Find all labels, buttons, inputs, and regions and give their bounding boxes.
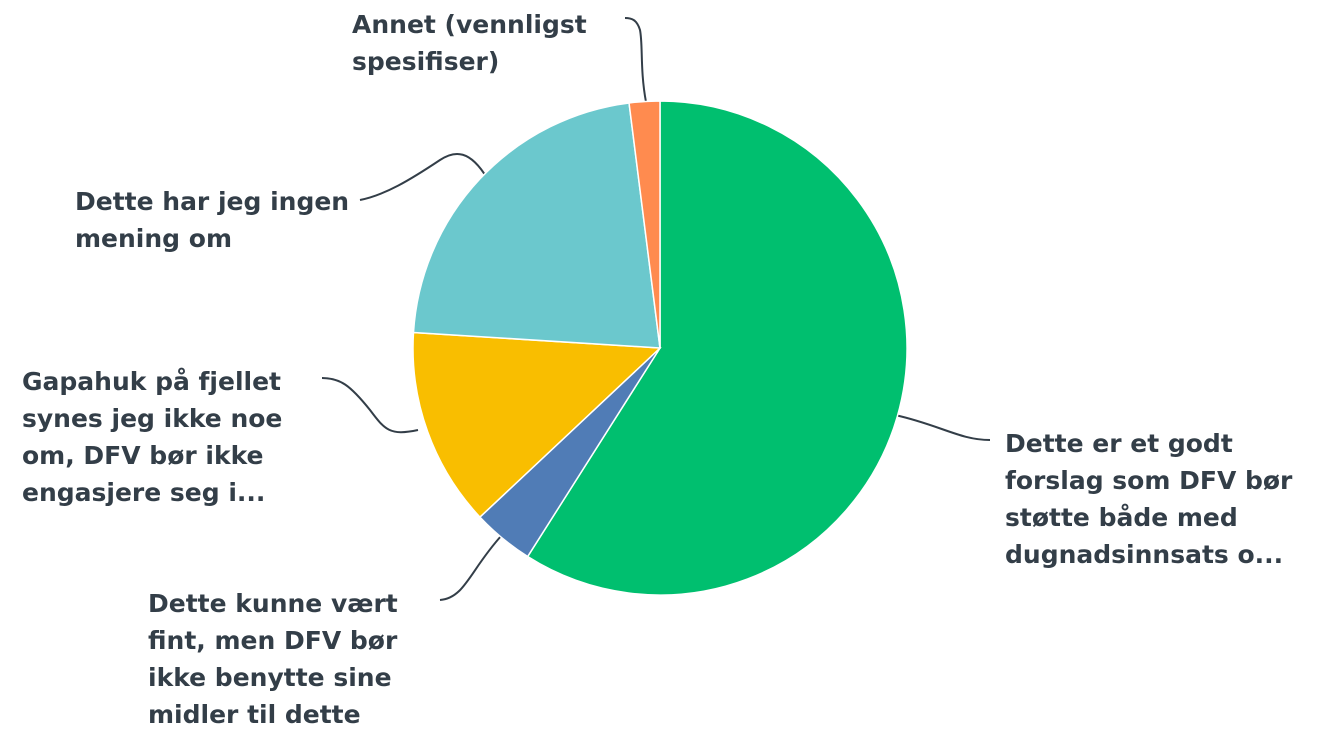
pie-slice — [628, 100, 661, 349]
slice-label: Dette kunne vært fint, men DFV bør ikke … — [148, 589, 398, 729]
leader-line — [894, 414, 991, 441]
slice-label: Dette har jeg ingen mening om — [75, 187, 350, 253]
pie-slice — [526, 100, 908, 596]
pie-slice — [412, 102, 661, 349]
slice-label: Gapahuk på fjellet synes jeg ikke noe om… — [22, 367, 283, 507]
pie-slice — [412, 331, 662, 519]
slice-label: Dette er et godt forslag som DFV bør stø… — [1005, 429, 1293, 569]
leader-line — [624, 17, 647, 103]
slice-label: Annet (vennligst spesifiser) — [352, 10, 587, 76]
leader-line — [321, 377, 419, 434]
leader-line — [359, 153, 488, 201]
leader-line — [439, 534, 503, 601]
